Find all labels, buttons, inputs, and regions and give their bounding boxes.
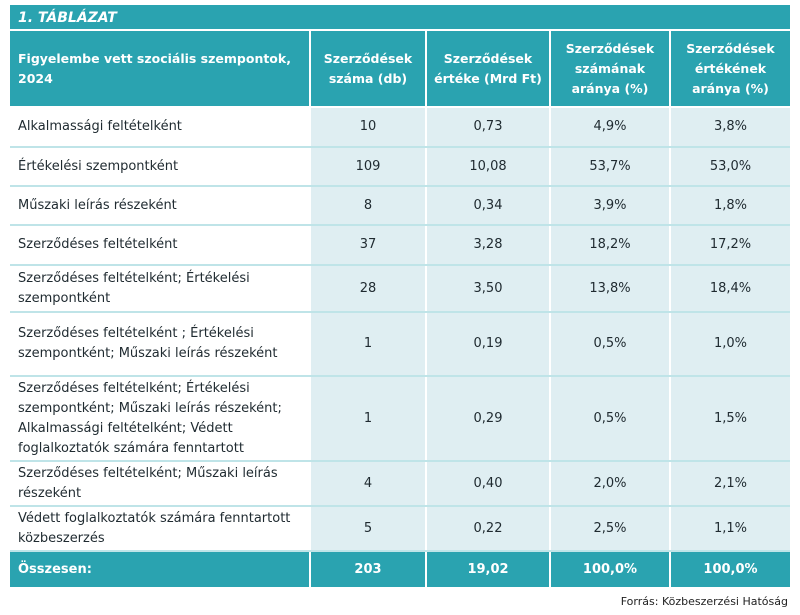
cell-value-share: 1,5% [669, 376, 790, 462]
cell-value: 0,19 [425, 312, 550, 377]
cell-value: 0,34 [425, 186, 550, 226]
cell-value: 0,40 [425, 461, 550, 507]
cell-value: 10,08 [425, 147, 550, 187]
cell-value: 0,29 [425, 376, 550, 462]
cell-count: 5 [309, 506, 426, 552]
cell-value-share: 1,0% [669, 312, 790, 377]
cell-count: 10 [309, 107, 426, 148]
total-count: 203 [309, 551, 426, 587]
source-note: Forrás: Közbeszerzési Hatóság [620, 595, 788, 608]
column-header-value-share: Szerződések értékének aránya (%) [669, 31, 790, 108]
cell-value: 0,73 [425, 107, 550, 148]
cell-count-share: 0,5% [549, 376, 670, 462]
table-row: Alkalmassági feltételként 10 0,73 4,9% 3… [10, 107, 790, 148]
table-row: Szerződéses feltételként; Értékelési sze… [10, 265, 790, 313]
cell-count: 4 [309, 461, 426, 507]
cell-count-share: 0,5% [549, 312, 670, 377]
column-header-count-share: Szerződések számának aránya (%) [549, 31, 670, 108]
row-label: Szerződéses feltételként [10, 225, 311, 266]
header-row: Figyelembe vett szociális szempontok, 20… [10, 31, 790, 108]
table-row: Szerződéses feltételként; Műszaki leírás… [10, 461, 790, 507]
table-row: Műszaki leírás részeként 8 0,34 3,9% 1,8… [10, 186, 790, 226]
row-label: Szerződéses feltételként; Műszaki leírás… [10, 461, 311, 507]
total-value-share: 100,0% [669, 551, 790, 587]
data-table: Figyelembe vett szociális szempontok, 20… [10, 31, 790, 587]
table-row: Szerződéses feltételként ; Értékelési sz… [10, 312, 790, 377]
cell-count: 28 [309, 265, 426, 313]
cell-count-share: 13,8% [549, 265, 670, 313]
cell-count: 8 [309, 186, 426, 226]
row-label: Szerződéses feltételként; Értékelési sze… [10, 376, 311, 462]
total-row: Összesen: 203 19,02 100,0% 100,0% [10, 551, 790, 587]
cell-count-share: 4,9% [549, 107, 670, 148]
cell-count: 37 [309, 225, 426, 266]
table-title: 1. TÁBLÁZAT [10, 5, 790, 31]
cell-count: 1 [309, 376, 426, 462]
table-frame: 1. TÁBLÁZAT Figyelembe vett szociális sz… [10, 5, 790, 587]
cell-value-share: 18,4% [669, 265, 790, 313]
cell-value: 0,22 [425, 506, 550, 552]
column-header-value: Szerződések értéke (Mrd Ft) [425, 31, 550, 108]
table-row: Szerződéses feltételként 37 3,28 18,2% 1… [10, 225, 790, 266]
row-label: Szerződéses feltételként; Értékelési sze… [10, 265, 311, 313]
column-header-criteria: Figyelembe vett szociális szempontok, 20… [10, 31, 310, 108]
row-label: Műszaki leírás részeként [10, 186, 311, 226]
cell-count-share: 2,0% [549, 461, 670, 507]
cell-count-share: 18,2% [549, 225, 670, 266]
total-count-share: 100,0% [549, 551, 670, 587]
cell-value: 3,50 [425, 265, 550, 313]
cell-count: 109 [309, 147, 426, 187]
cell-value-share: 17,2% [669, 225, 790, 266]
cell-value-share: 1,8% [669, 186, 790, 226]
row-label: Alkalmassági feltételként [10, 107, 311, 148]
cell-value: 3,28 [425, 225, 550, 266]
cell-count-share: 2,5% [549, 506, 670, 552]
cell-value-share: 3,8% [669, 107, 790, 148]
cell-value-share: 2,1% [669, 461, 790, 507]
table-row: Értékelési szempontként 109 10,08 53,7% … [10, 147, 790, 187]
total-value: 19,02 [425, 551, 550, 587]
row-label: Értékelési szempontként [10, 147, 311, 187]
cell-value-share: 53,0% [669, 147, 790, 187]
cell-value-share: 1,1% [669, 506, 790, 552]
column-header-count: Szerződések száma (db) [309, 31, 426, 108]
cell-count: 1 [309, 312, 426, 377]
row-label: Védett foglalkoztatók számára fenntartot… [10, 506, 311, 552]
table-row: Szerződéses feltételként; Értékelési sze… [10, 376, 790, 462]
row-label: Szerződéses feltételként ; Értékelési sz… [10, 312, 311, 377]
table-row: Védett foglalkoztatók számára fenntartot… [10, 506, 790, 552]
cell-count-share: 53,7% [549, 147, 670, 187]
cell-count-share: 3,9% [549, 186, 670, 226]
total-label: Összesen: [10, 551, 311, 587]
